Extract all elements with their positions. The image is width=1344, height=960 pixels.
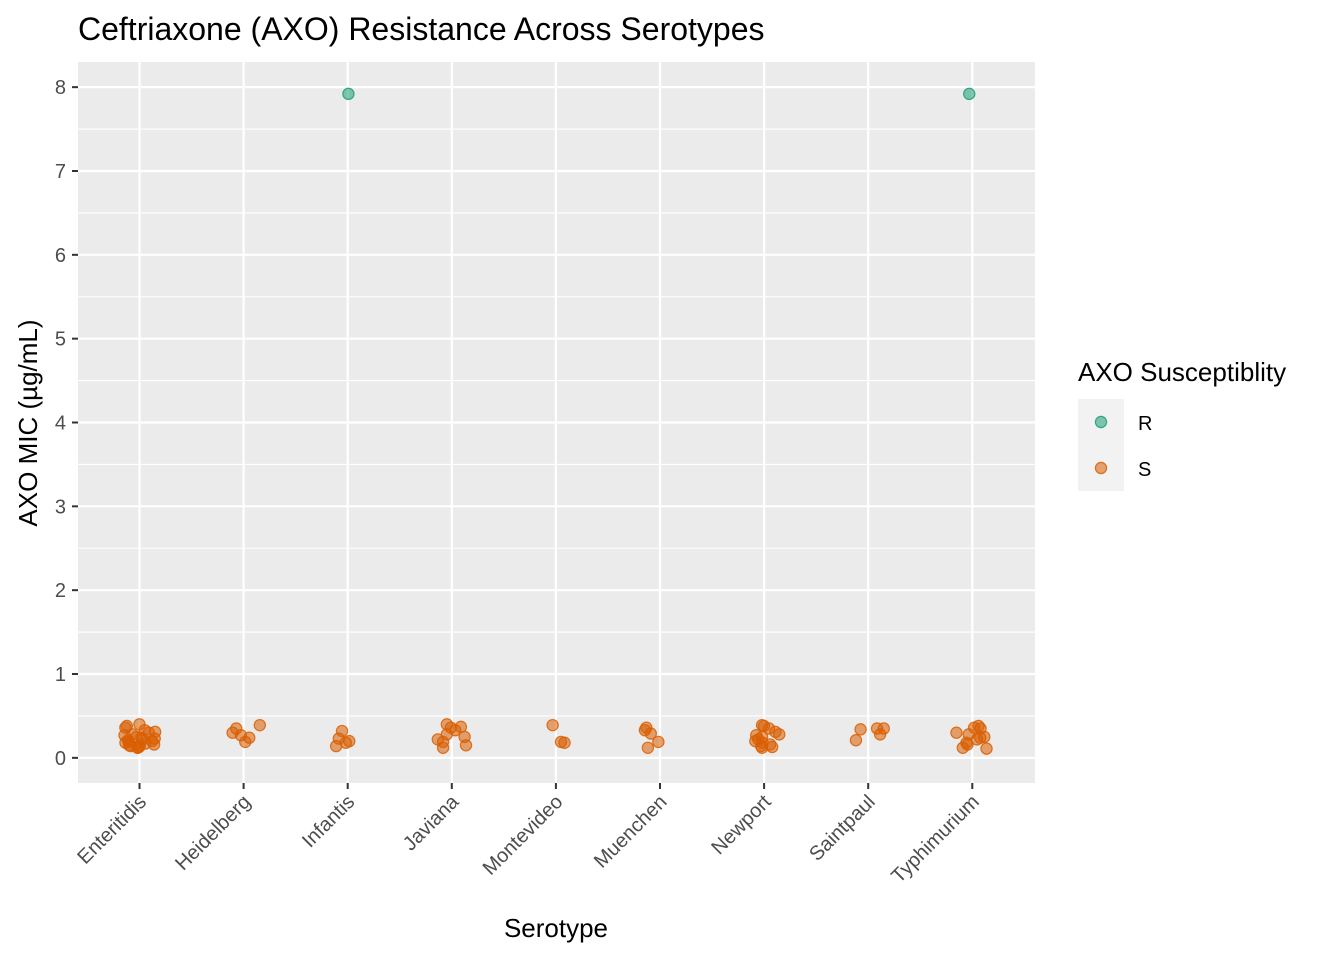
- data-point: [980, 742, 993, 755]
- x-tick-label: Saintpaul: [805, 791, 880, 866]
- data-point: [343, 734, 356, 748]
- x-tick-label: Infantis: [298, 791, 359, 852]
- y-tick-label: 3: [55, 496, 66, 518]
- data-point: [963, 87, 976, 101]
- legend-title: AXO Susceptiblity: [1078, 357, 1286, 387]
- data-point: [120, 719, 134, 733]
- data-point: [436, 735, 450, 749]
- grid-lines: [78, 62, 1035, 783]
- x-axis: Enteritidis Heidelberg Infantis Javiana Mont…: [73, 783, 984, 888]
- x-axis-title: Serotype: [504, 913, 608, 943]
- data-point: [849, 734, 863, 747]
- x-tick-label: Muenchen: [590, 791, 672, 873]
- y-tick-label: 5: [55, 329, 66, 351]
- x-tick-label: Newport: [707, 791, 776, 860]
- data-point: [962, 728, 975, 741]
- data-point: [449, 723, 462, 737]
- data-point: [877, 722, 891, 735]
- data-points: [118, 87, 993, 755]
- y-tick-label: 6: [55, 245, 66, 267]
- data-point: [641, 741, 655, 754]
- legend-label: R: [1138, 413, 1152, 435]
- legend-marker: [1094, 415, 1108, 429]
- data-point: [956, 741, 970, 754]
- data-point: [755, 718, 769, 732]
- data-point: [950, 726, 963, 739]
- x-tick-label: Enteritidis: [73, 791, 151, 869]
- legend-label: S: [1138, 459, 1151, 481]
- y-tick-label: 7: [55, 161, 66, 183]
- data-point: [546, 718, 559, 732]
- data-point: [749, 734, 762, 748]
- data-point: [554, 735, 568, 749]
- data-point: [122, 739, 136, 752]
- data-point: [148, 732, 161, 745]
- data-point: [253, 718, 266, 732]
- y-tick-label: 1: [55, 664, 66, 686]
- y-tick-label: 2: [55, 580, 66, 602]
- data-point: [329, 739, 343, 753]
- data-point: [854, 723, 867, 736]
- y-axis-title: AXO MIC (µg/mL): [13, 319, 43, 526]
- legend-marker: [1094, 461, 1108, 475]
- data-point: [769, 725, 782, 739]
- y-tick-label: 0: [55, 748, 66, 770]
- legend-entries: RS: [1078, 399, 1152, 491]
- data-point: [243, 731, 256, 744]
- data-point: [335, 724, 349, 738]
- x-tick-label: Montevideo: [479, 791, 568, 880]
- x-tick-label: Heidelberg: [171, 791, 255, 875]
- y-tick-label: 4: [55, 413, 66, 435]
- data-point: [972, 719, 985, 733]
- data-point: [974, 731, 987, 744]
- legend: AXO Susceptiblity RS: [1078, 357, 1286, 491]
- data-point: [458, 730, 471, 744]
- data-point: [638, 723, 652, 737]
- data-point: [226, 726, 239, 739]
- data-point: [342, 87, 355, 101]
- data-point: [133, 718, 146, 731]
- y-tick-label: 8: [55, 77, 66, 99]
- x-tick-label: Typhimurium: [887, 791, 984, 888]
- x-tick-label: Javiana: [399, 790, 464, 855]
- y-axis: 0 1 2 3 4 5 6 7 8: [55, 77, 78, 770]
- chart-title: Ceftriaxone (AXO) Resistance Across Sero…: [78, 11, 765, 47]
- data-point: [765, 740, 779, 754]
- data-point: [652, 735, 665, 749]
